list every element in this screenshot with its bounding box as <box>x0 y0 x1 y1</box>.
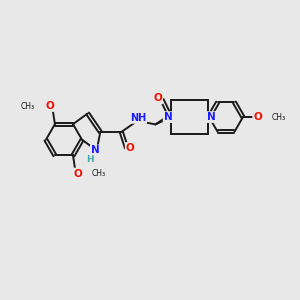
Text: H: H <box>86 155 94 164</box>
Text: NH: NH <box>130 113 146 123</box>
Text: O: O <box>253 112 262 122</box>
Text: N: N <box>207 112 215 122</box>
Text: N: N <box>91 146 100 155</box>
Text: O: O <box>153 93 162 103</box>
Text: CH₃: CH₃ <box>92 169 106 178</box>
Text: CH₃: CH₃ <box>271 112 285 122</box>
Text: O: O <box>45 101 54 111</box>
Text: O: O <box>126 143 134 153</box>
Text: O: O <box>74 169 82 178</box>
Text: N: N <box>164 112 172 122</box>
Text: CH₃: CH₃ <box>20 101 34 110</box>
